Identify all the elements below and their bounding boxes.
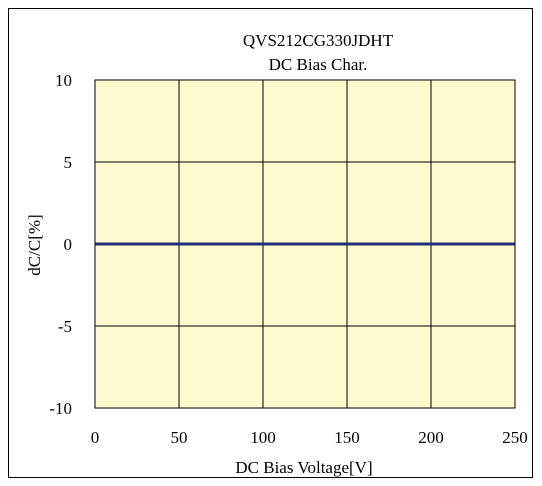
plot-border (94, 79, 516, 409)
y-tick-labels: 10 5 0 -5 -10 (49, 71, 72, 418)
x-tick-label-5: 250 (502, 428, 528, 447)
chart-title: QVS212CG330JDHT (243, 31, 394, 50)
x-tick-labels: 0 50 100 150 200 250 (91, 428, 528, 447)
x-tick-label-1: 50 (171, 428, 188, 447)
x-tick-label-2: 100 (250, 428, 276, 447)
x-tick-label-4: 200 (418, 428, 444, 447)
y-axis-label: dC/C[%] (25, 214, 44, 275)
y-tick-label-3: -5 (58, 317, 72, 336)
y-tick-label-2: 0 (64, 235, 73, 254)
chart-subtitle: DC Bias Char. (269, 55, 368, 74)
x-tick-label-0: 0 (91, 428, 100, 447)
y-tick-label-0: 10 (55, 71, 72, 90)
x-axis-label: DC Bias Voltage[V] (235, 458, 372, 477)
x-tick-label-3: 150 (334, 428, 360, 447)
y-tick-label-4: -10 (49, 399, 72, 418)
y-tick-label-1: 5 (64, 153, 73, 172)
